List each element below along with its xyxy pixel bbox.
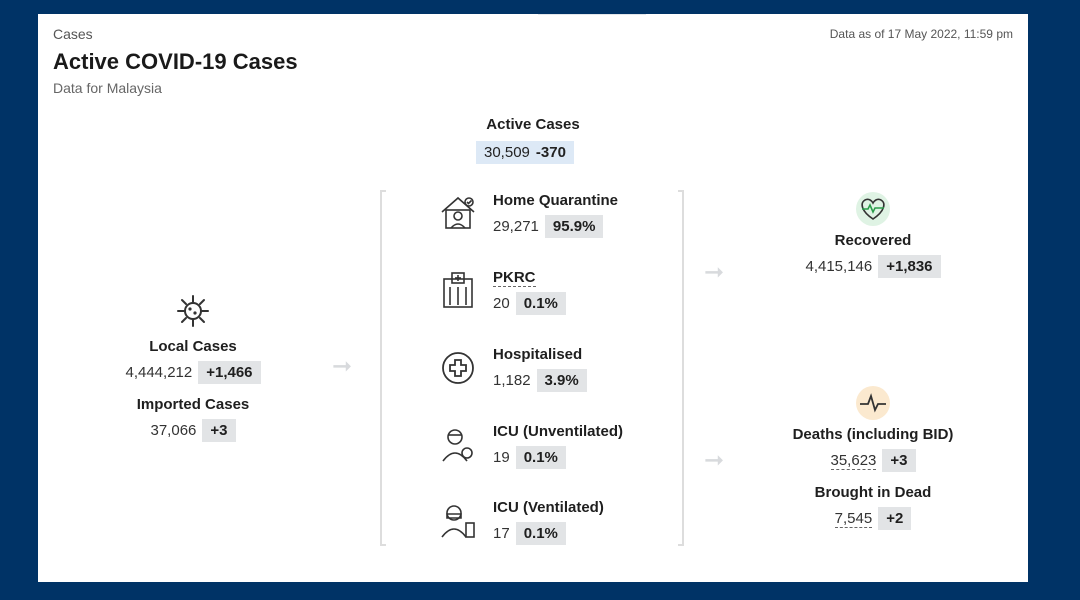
deaths-value[interactable]: 35,623 bbox=[830, 451, 877, 470]
home-quarantine-pct: 95.9% bbox=[544, 215, 604, 238]
local-cases-delta: +1,466 bbox=[198, 361, 261, 384]
recovered-label: Recovered bbox=[834, 232, 912, 249]
icu-ventilated-label: ICU (Ventilated) bbox=[493, 499, 604, 516]
recovered-value: 4,415,146 bbox=[805, 258, 873, 275]
arrow-right-icon: ➞ bbox=[332, 353, 353, 380]
home-quarantine-label: Home Quarantine bbox=[493, 192, 619, 209]
recovered-group: Recovered 4,415,146 +1,836 bbox=[778, 192, 968, 278]
data-timestamp: Data as of 17 May 2022, 11:59 pm bbox=[829, 27, 1013, 41]
pkrc-value: 20 bbox=[493, 295, 510, 312]
icu-unventilated-pct: 0.1% bbox=[515, 446, 566, 469]
icu-ventilated-value: 17 bbox=[493, 525, 510, 542]
imported-cases-delta: +3 bbox=[202, 419, 236, 442]
heart-pulse-icon bbox=[856, 192, 890, 226]
breadcrumb[interactable]: Cases bbox=[53, 26, 93, 42]
local-imported-group: Local Cases 4,444,212 +1,466 Imported Ca… bbox=[108, 294, 278, 442]
imported-cases-label: Imported Cases bbox=[136, 396, 250, 413]
hospitalised-label: Hospitalised bbox=[493, 346, 583, 363]
ventilator-icon bbox=[438, 499, 478, 539]
bid-value[interactable]: 7,545 bbox=[834, 509, 873, 528]
recovered-delta: +1,836 bbox=[878, 255, 941, 278]
pulse-line-icon bbox=[856, 386, 890, 420]
virus-icon bbox=[176, 294, 210, 328]
bracket-left bbox=[380, 190, 386, 546]
imported-cases-value: 37,066 bbox=[150, 422, 197, 439]
bid-label: Brought in Dead bbox=[814, 484, 932, 501]
hospitalised-pct: 3.9% bbox=[536, 369, 587, 392]
active-cases-delta: -370 bbox=[535, 144, 566, 161]
bid-delta: +2 bbox=[878, 507, 912, 530]
home-quarantine-value: 29,271 bbox=[493, 218, 539, 235]
deaths-delta: +3 bbox=[882, 449, 916, 472]
building-icon bbox=[438, 269, 478, 309]
page-subtitle: Data for Malaysia bbox=[53, 80, 162, 96]
local-cases-value: 4,444,212 bbox=[125, 364, 193, 381]
active-cases-value-box: 30,509 -370 bbox=[476, 141, 574, 164]
icu-unventilated-label: ICU (Unventilated) bbox=[493, 423, 624, 440]
arrow-right-icon: ➞ bbox=[704, 259, 725, 286]
icu-ventilated-pct: 0.1% bbox=[515, 522, 566, 545]
hospitalised-value: 1,182 bbox=[493, 372, 531, 389]
active-cases-label: Active Cases bbox=[486, 116, 580, 133]
medical-cross-icon bbox=[438, 346, 478, 386]
icu-unventilated-value: 19 bbox=[493, 449, 510, 466]
dashboard-card: Cases Active COVID-19 Cases Data for Mal… bbox=[38, 14, 1028, 582]
active-cases-value: 30,509 bbox=[484, 144, 530, 161]
arrow-right-icon: ➞ bbox=[704, 447, 725, 474]
home-quarantine-icon bbox=[438, 192, 478, 232]
tab-stub bbox=[538, 14, 646, 20]
bracket-right bbox=[678, 190, 684, 546]
deaths-label: Deaths (including BID) bbox=[792, 426, 954, 443]
icu-patient-icon bbox=[438, 423, 478, 463]
deaths-group: Deaths (including BID) 35,623 +3 Brought… bbox=[778, 386, 968, 530]
pkrc-label[interactable]: PKRC bbox=[493, 269, 536, 287]
pkrc-pct: 0.1% bbox=[515, 292, 566, 315]
page-title: Active COVID-19 Cases bbox=[53, 49, 298, 74]
local-cases-label: Local Cases bbox=[149, 338, 237, 355]
